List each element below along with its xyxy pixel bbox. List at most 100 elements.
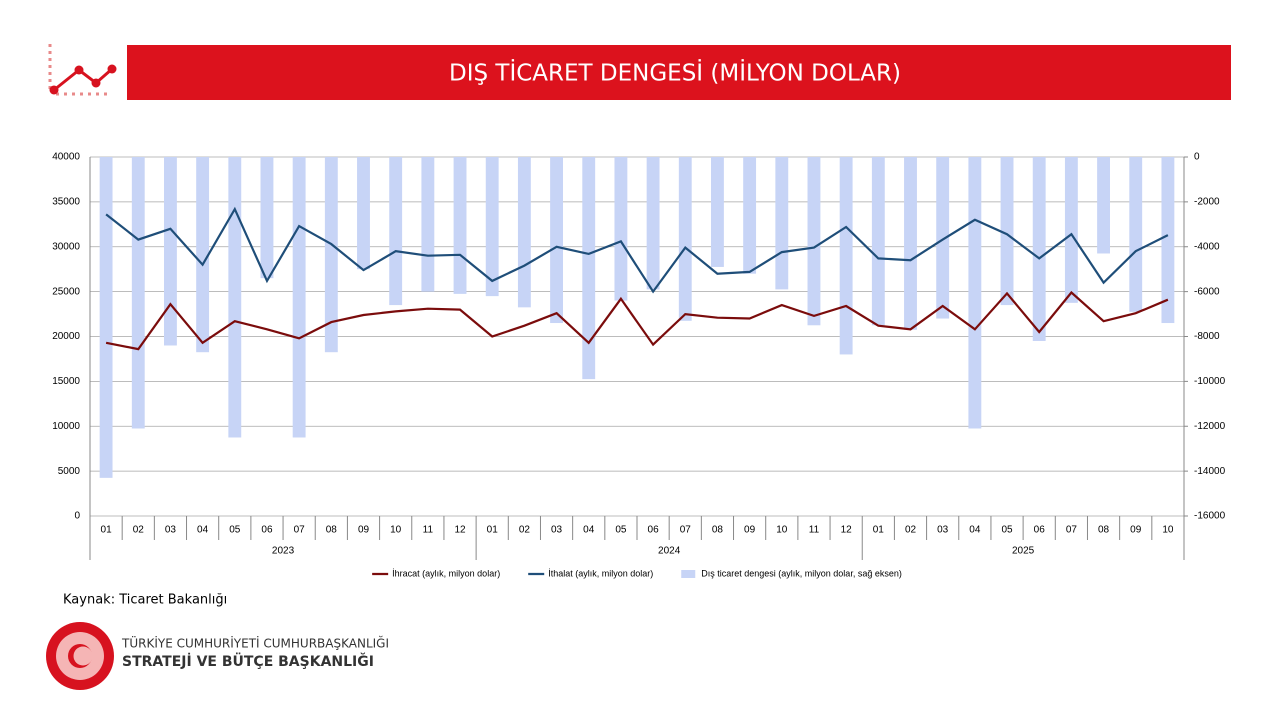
bar — [164, 157, 177, 346]
legend-label: İhracat (aylık, milyon dolar) — [392, 568, 500, 578]
x-tick-label: 09 — [744, 525, 756, 536]
bar — [228, 157, 242, 438]
bar — [871, 157, 885, 326]
x-tick-label: 06 — [648, 525, 660, 536]
x-tick-label: 01 — [873, 525, 885, 536]
x-tick-label: 03 — [937, 525, 949, 536]
y-tick-label: 40000 — [52, 152, 80, 163]
x-tick-label: 02 — [133, 525, 145, 536]
x-tick-label: 10 — [390, 525, 402, 536]
y-tick-label: 30000 — [52, 241, 80, 252]
x-tick-label: 05 — [615, 525, 627, 536]
x-tick-label: 08 — [1098, 525, 1110, 536]
bar — [904, 157, 917, 330]
bar — [131, 157, 145, 429]
bar — [485, 157, 499, 297]
x-tick-label: 04 — [583, 525, 595, 536]
bar — [743, 157, 757, 274]
x-tick-label: 05 — [1001, 525, 1013, 536]
bar — [550, 157, 563, 324]
legend-label: Dış ticaret dengesi (aylık, milyon dolar… — [701, 568, 902, 578]
bar — [775, 157, 789, 290]
bar — [614, 157, 628, 301]
y-tick-label: 25000 — [52, 286, 80, 297]
y2-tick-label: 0 — [1194, 152, 1200, 163]
y2-tick-label: -6000 — [1194, 286, 1220, 297]
x-tick-label: 10 — [1162, 525, 1174, 536]
bar — [582, 157, 596, 380]
title-bar — [127, 45, 1231, 100]
x-tick-label: 04 — [969, 525, 981, 536]
header-icon — [48, 44, 117, 96]
y-tick-label: 20000 — [52, 331, 80, 342]
y2-tick-label: -10000 — [1194, 376, 1226, 387]
y2-tick-label: -8000 — [1194, 331, 1220, 342]
x-tick-label: 12 — [841, 525, 853, 536]
bar — [517, 157, 531, 308]
x-tick-label: 09 — [1130, 525, 1142, 536]
bar — [1000, 157, 1014, 306]
line — [105, 206, 1169, 294]
x-group-label: 2024 — [658, 546, 681, 557]
x-tick-label: 02 — [905, 525, 917, 536]
bar — [260, 157, 274, 279]
bar — [1161, 157, 1175, 324]
x-tick-label: 02 — [519, 525, 531, 536]
y-tick-label: 0 — [74, 511, 80, 522]
y-tick-label: 5000 — [58, 466, 81, 477]
chart-title: DIŞ TİCARET DENGESİ (MİLYON DOLAR) — [449, 59, 901, 87]
bar — [646, 157, 660, 290]
x-tick-label: 06 — [1034, 525, 1046, 536]
x-tick-label: 05 — [229, 525, 241, 536]
x-tick-label: 07 — [1066, 525, 1078, 536]
org-line-1: TÜRKİYE CUMHURİYETİ CUMHURBAŞKANLIĞI — [121, 635, 389, 651]
x-tick-label: 10 — [776, 525, 788, 536]
y2-tick-label: -2000 — [1194, 197, 1220, 208]
x-tick-label: 06 — [261, 525, 273, 536]
x-tick-label: 11 — [423, 525, 434, 536]
y2-tick-label: -12000 — [1194, 421, 1226, 432]
bar — [357, 157, 370, 270]
bar — [196, 157, 210, 353]
x-tick-label: 07 — [680, 525, 692, 536]
legend-label: İthalat (aylık, milyon dolar) — [548, 568, 653, 578]
y-tick-label: 10000 — [52, 421, 80, 432]
bar — [292, 157, 306, 438]
y2-tick-label: -4000 — [1194, 241, 1220, 252]
x-group-label: 2025 — [1012, 546, 1035, 557]
bar — [99, 157, 113, 478]
bar — [936, 157, 950, 319]
x-tick-label: 04 — [197, 525, 209, 536]
bar — [421, 157, 435, 292]
bar — [453, 157, 467, 294]
x-tick-label: 12 — [454, 525, 466, 536]
bar — [324, 157, 338, 353]
y2-tick-label: -16000 — [1194, 511, 1226, 522]
y-tick-label: 15000 — [52, 376, 80, 387]
bar — [1097, 157, 1110, 254]
bar — [1064, 157, 1078, 303]
x-tick-label: 11 — [809, 525, 820, 536]
bar — [807, 157, 821, 326]
bar — [839, 157, 853, 355]
bar — [1129, 157, 1143, 312]
y-tick-label: 35000 — [52, 197, 80, 208]
bar — [711, 157, 724, 267]
x-tick-label: 09 — [358, 525, 370, 536]
line — [105, 290, 1169, 351]
x-group-label: 2023 — [272, 546, 295, 557]
x-tick-label: 08 — [712, 525, 724, 536]
bar — [968, 157, 982, 429]
bar — [678, 157, 692, 321]
legend: İhracat (aylık, milyon dolar) İthalat (ay… — [372, 568, 902, 578]
x-tick-label: 08 — [326, 525, 338, 536]
org-line-2: STRATEJİ VE BÜTÇE BAŞKANLIĞI — [122, 652, 374, 670]
y2-tick-label: -14000 — [1194, 466, 1226, 477]
logo — [46, 622, 114, 690]
x-tick-label: 03 — [165, 525, 177, 536]
source-note: Kaynak: Ticaret Bakanlığı — [63, 593, 227, 608]
bar — [1032, 157, 1046, 341]
legend-swatch — [681, 570, 696, 578]
x-tick-label: 01 — [487, 525, 499, 536]
